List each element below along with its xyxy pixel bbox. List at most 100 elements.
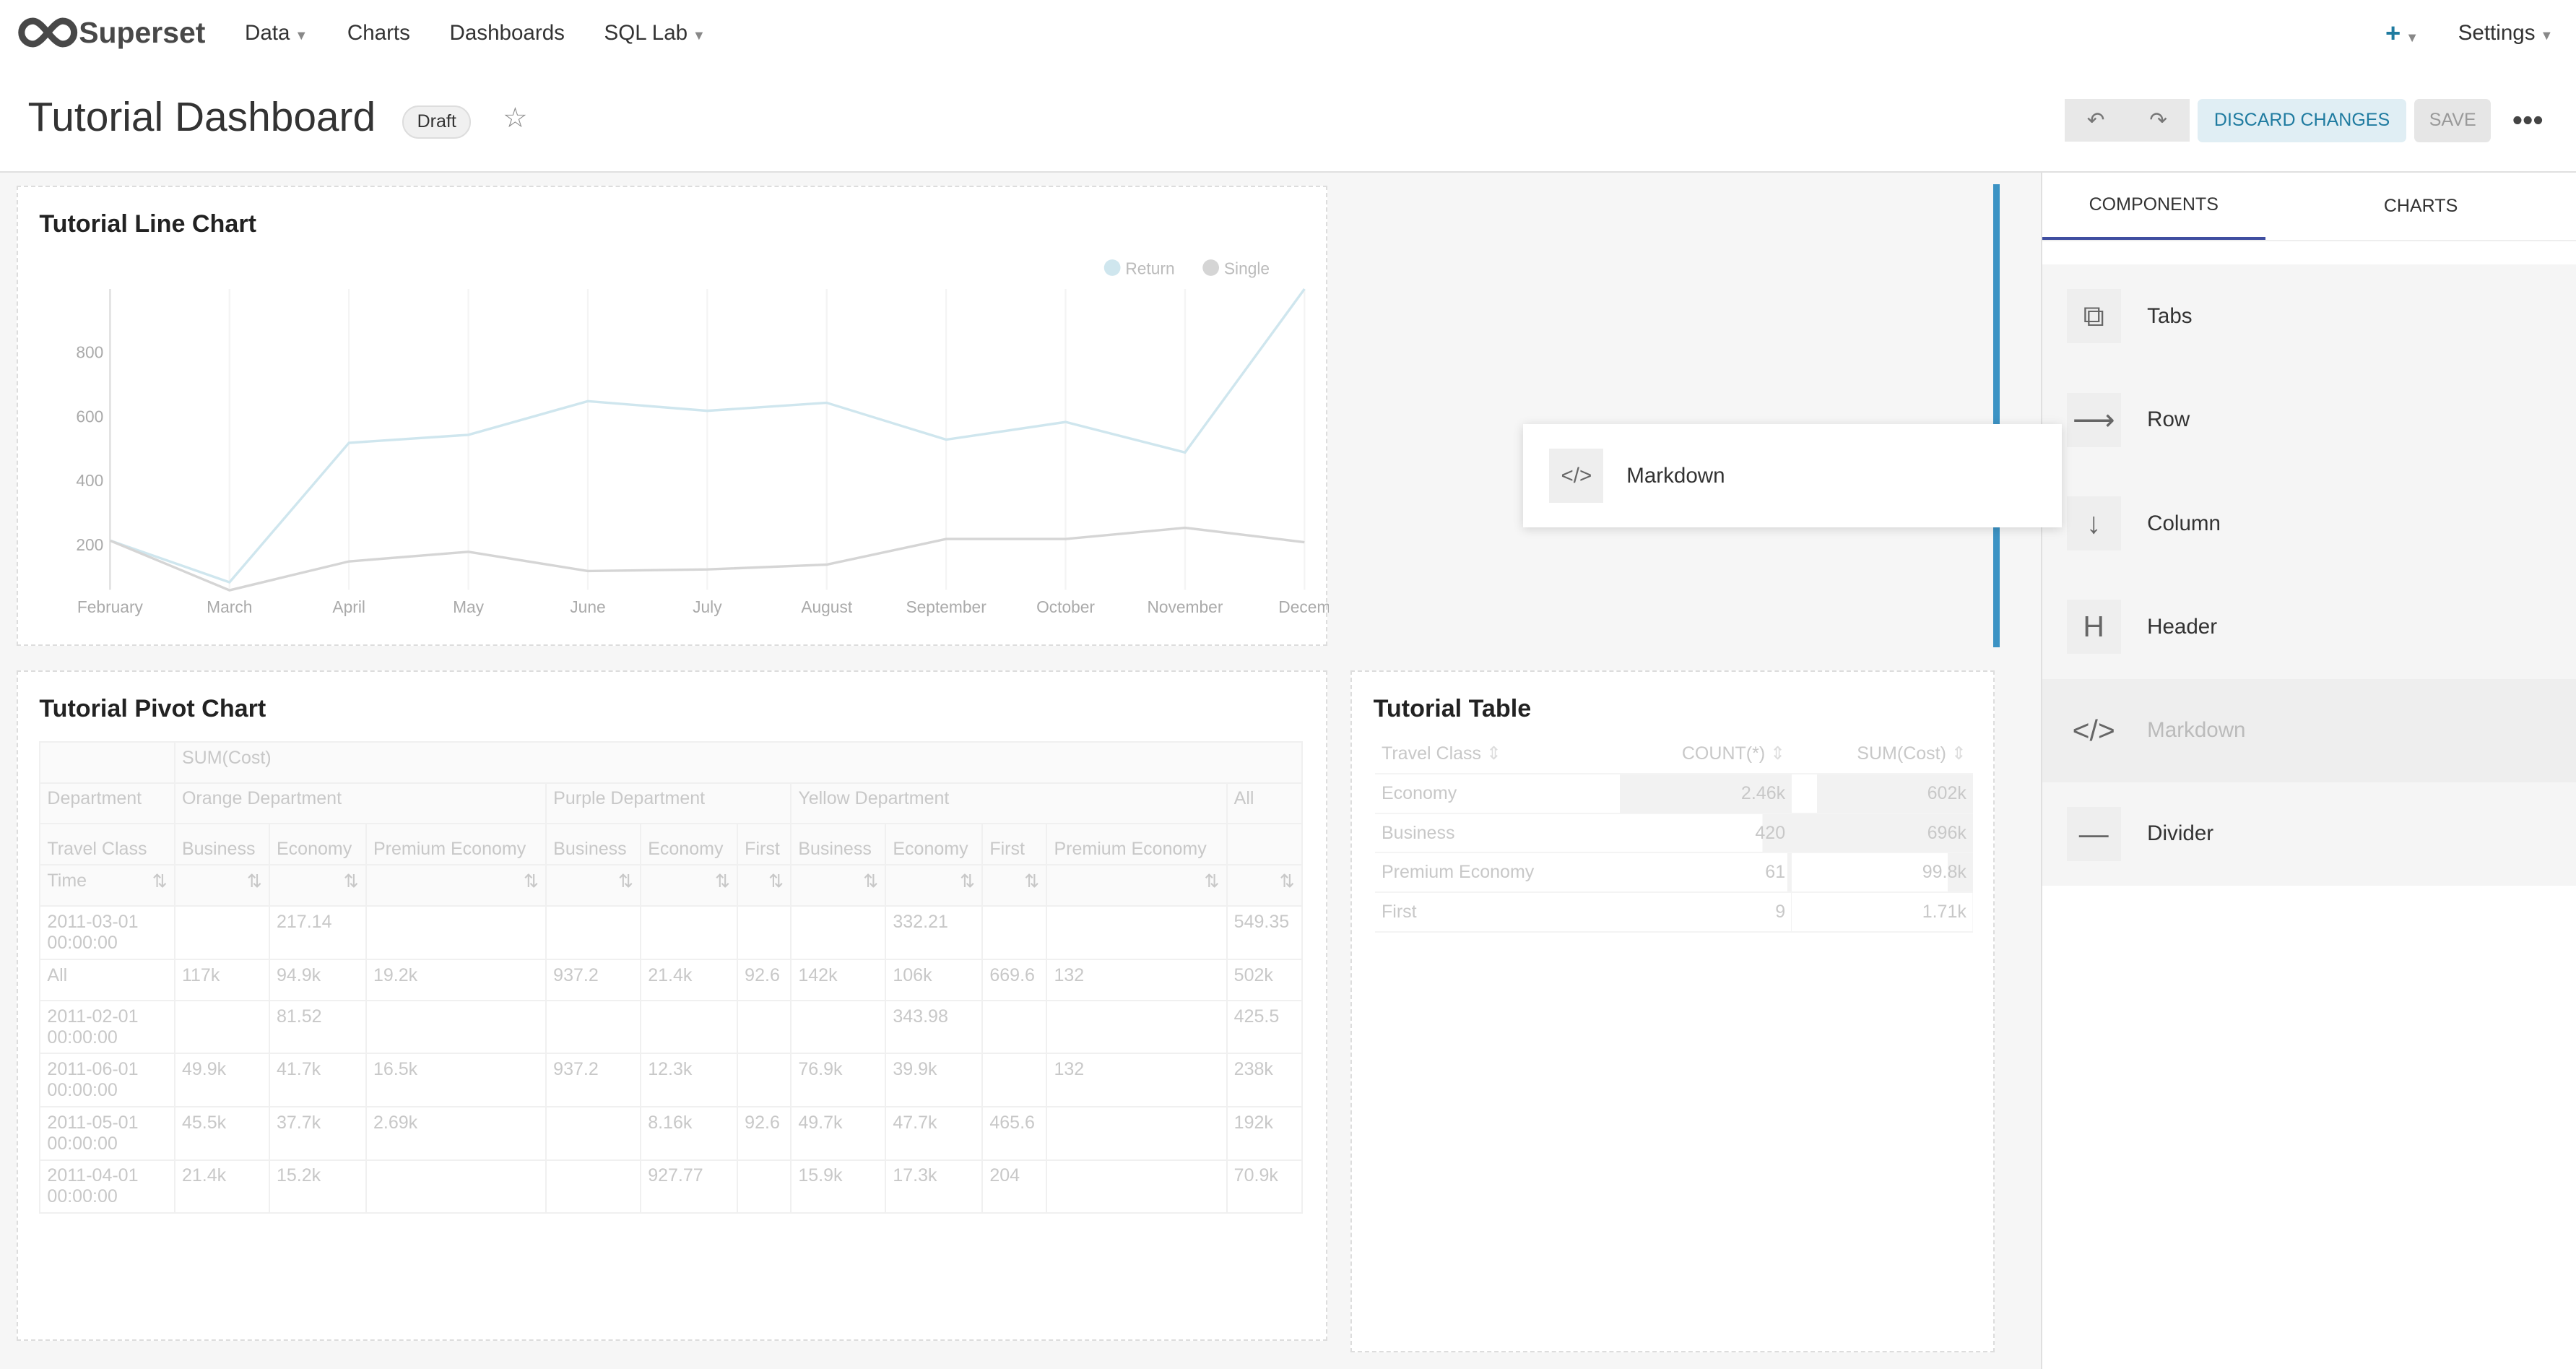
cell-value [790, 905, 887, 960]
cell-value [173, 999, 270, 1055]
sort-icon[interactable]: ⇅ [885, 864, 984, 907]
cell-value [790, 999, 887, 1055]
more-options-button[interactable]: ••• [2512, 103, 2544, 137]
component-divider[interactable]: — Divider [2042, 782, 2576, 886]
sort-icon[interactable]: ⇅ [1226, 864, 1303, 907]
sort-icon[interactable]: ⇅ [365, 864, 547, 907]
tab-charts[interactable]: CHARTS [2383, 196, 2458, 217]
data-table: Travel Class ⇕ COUNT(*) ⇕ SUM(Cost) ⇕ Econo… [1374, 734, 1973, 933]
nav-sql-lab[interactable]: SQL Lab ▼ [604, 20, 706, 45]
save-button[interactable]: SAVE [2414, 98, 2492, 143]
plus-menu[interactable]: + ▼ [2385, 17, 2419, 48]
nav-data[interactable]: Data ▼ [244, 20, 308, 45]
cell-value: 937.2 [545, 958, 642, 1001]
sort-icon: ⇕ [1486, 743, 1501, 764]
component-tabs[interactable]: ⧉ Tabs [2042, 264, 2576, 368]
cell-value: 117k [173, 958, 270, 1001]
sort-icon[interactable]: ⇅ [545, 864, 642, 907]
discard-changes-button[interactable]: DISCARD CHANGES [2198, 98, 2406, 143]
legend-label[interactable]: Single [1224, 259, 1270, 278]
settings-menu[interactable]: Settings ▼ [2458, 20, 2554, 45]
component-label: Markdown [1626, 463, 1725, 488]
table-row: 2011-04-01 00:00:00 21.4k 15.2k 927.77 15.9k… [39, 1159, 1303, 1214]
cell-value [1046, 1105, 1228, 1161]
cell-value: 17.3k [885, 1159, 984, 1214]
x-tick-label: April [332, 597, 365, 616]
nav-charts[interactable]: Charts [347, 20, 410, 45]
dragging-markdown-component[interactable]: </> Markdown [1522, 423, 2063, 528]
cell-value: First [1374, 892, 1620, 933]
star-icon[interactable]: ☆ [503, 103, 528, 134]
cell-value [365, 999, 547, 1055]
redo-button[interactable]: ↷ [2127, 99, 2190, 142]
component-label: Row [2147, 407, 2190, 432]
department-header: Purple Department [545, 782, 792, 825]
sort-icon[interactable]: ⇅ [981, 864, 1048, 907]
code-icon: </> [2066, 703, 2121, 758]
cell-value [545, 905, 642, 960]
component-label: Tabs [2147, 303, 2193, 328]
class-header: Business [790, 823, 887, 866]
cell-value: 132 [1046, 958, 1228, 1001]
cell-value: 76.9k [790, 1053, 887, 1107]
component-label: Column [2147, 511, 2221, 535]
component-column[interactable]: ↓ Column [2042, 471, 2576, 576]
table-row: Economy 2.46k 602k [1374, 774, 1973, 814]
table-row: Premium Economy 61 99.8k [1374, 852, 1973, 893]
row-label: 2011-04-01 00:00:00 [39, 1159, 175, 1214]
cell-value: 81.52 [268, 999, 367, 1055]
sort-icon[interactable]: ⇅ [790, 864, 887, 907]
column-header[interactable]: Travel Class ⇕ [1374, 734, 1620, 775]
page-title[interactable]: Tutorial Dashboard [27, 94, 376, 140]
table-row: First 9 1.71k [1374, 892, 1973, 933]
class-header: Premium Economy [1046, 823, 1228, 866]
sort-icon[interactable]: ⇅ [173, 864, 270, 907]
legend-marker[interactable] [1202, 259, 1219, 276]
cell-value: 47.7k [885, 1105, 984, 1161]
cell-value: 15.9k [790, 1159, 887, 1214]
component-markdown[interactable]: </> Markdown [2042, 678, 2576, 782]
component-header[interactable]: H Header [2042, 575, 2576, 679]
sort-icon[interactable]: ⇅ [737, 864, 792, 907]
cell-value: 21.4k [173, 1159, 270, 1214]
sort-icon: ⇕ [1951, 743, 1966, 764]
table-row: Business 420 696k [1374, 813, 1973, 854]
class-header: First [981, 823, 1048, 866]
row-label: 2011-05-01 00:00:00 [39, 1105, 175, 1161]
nav-dashboards[interactable]: Dashboards [449, 20, 565, 45]
cell-value: 99.8k [1792, 852, 1973, 893]
legend-label[interactable]: Return [1125, 259, 1174, 278]
department-header: Orange Department [173, 782, 547, 825]
column-header[interactable]: SUM(Cost) ⇕ [1792, 734, 1973, 775]
legend-marker[interactable] [1103, 259, 1121, 276]
time-header[interactable]: Time ⇅ [39, 864, 175, 907]
row-label: 2011-06-01 00:00:00 [39, 1053, 175, 1107]
column-header[interactable]: COUNT(*) ⇕ [1619, 734, 1792, 775]
undo-button[interactable]: ↶ [2064, 99, 2128, 142]
line-chart-card[interactable]: Tutorial Line Chart February March April Ma… [16, 186, 1329, 647]
class-header: Premium Economy [365, 823, 547, 866]
cell-value: 16.5k [365, 1053, 547, 1107]
pivot-chart-card[interactable]: Tutorial Pivot Chart SUM(Cost) Department… [16, 670, 1328, 1342]
table-chart-card[interactable]: Tutorial Table Travel Class ⇕ COUNT(*) ⇕ S… [1350, 670, 1995, 1353]
cell-value: Economy [1374, 774, 1620, 814]
component-row[interactable]: ⟶ Row [2042, 368, 2576, 472]
builder-sidebar: COMPONENTS CHARTS ⧉ Tabs ⟶ Row ↓ Column H Heade… [2040, 172, 2576, 1369]
component-label: Header [2147, 614, 2218, 639]
sort-icon[interactable]: ⇅ [640, 864, 739, 907]
cell-value [1046, 999, 1228, 1055]
class-header: First [737, 823, 792, 866]
sort-icon[interactable]: ⇅ [268, 864, 367, 907]
cell-value: 9 [1619, 892, 1792, 933]
cell-value [737, 999, 792, 1055]
cell-value: 1.71k [1792, 892, 1973, 933]
sort-icon[interactable]: ⇅ [1046, 864, 1228, 907]
cell-value [545, 999, 642, 1055]
cell-value: 19.2k [365, 958, 547, 1001]
metric-header: SUM(Cost) [173, 740, 1303, 784]
infinity-icon [18, 18, 77, 48]
tab-components[interactable]: COMPONENTS [2042, 173, 2265, 241]
brand-logo[interactable]: Superset [17, 14, 205, 51]
cell-value: 192k [1226, 1105, 1303, 1161]
x-tick-label: September [906, 597, 986, 616]
